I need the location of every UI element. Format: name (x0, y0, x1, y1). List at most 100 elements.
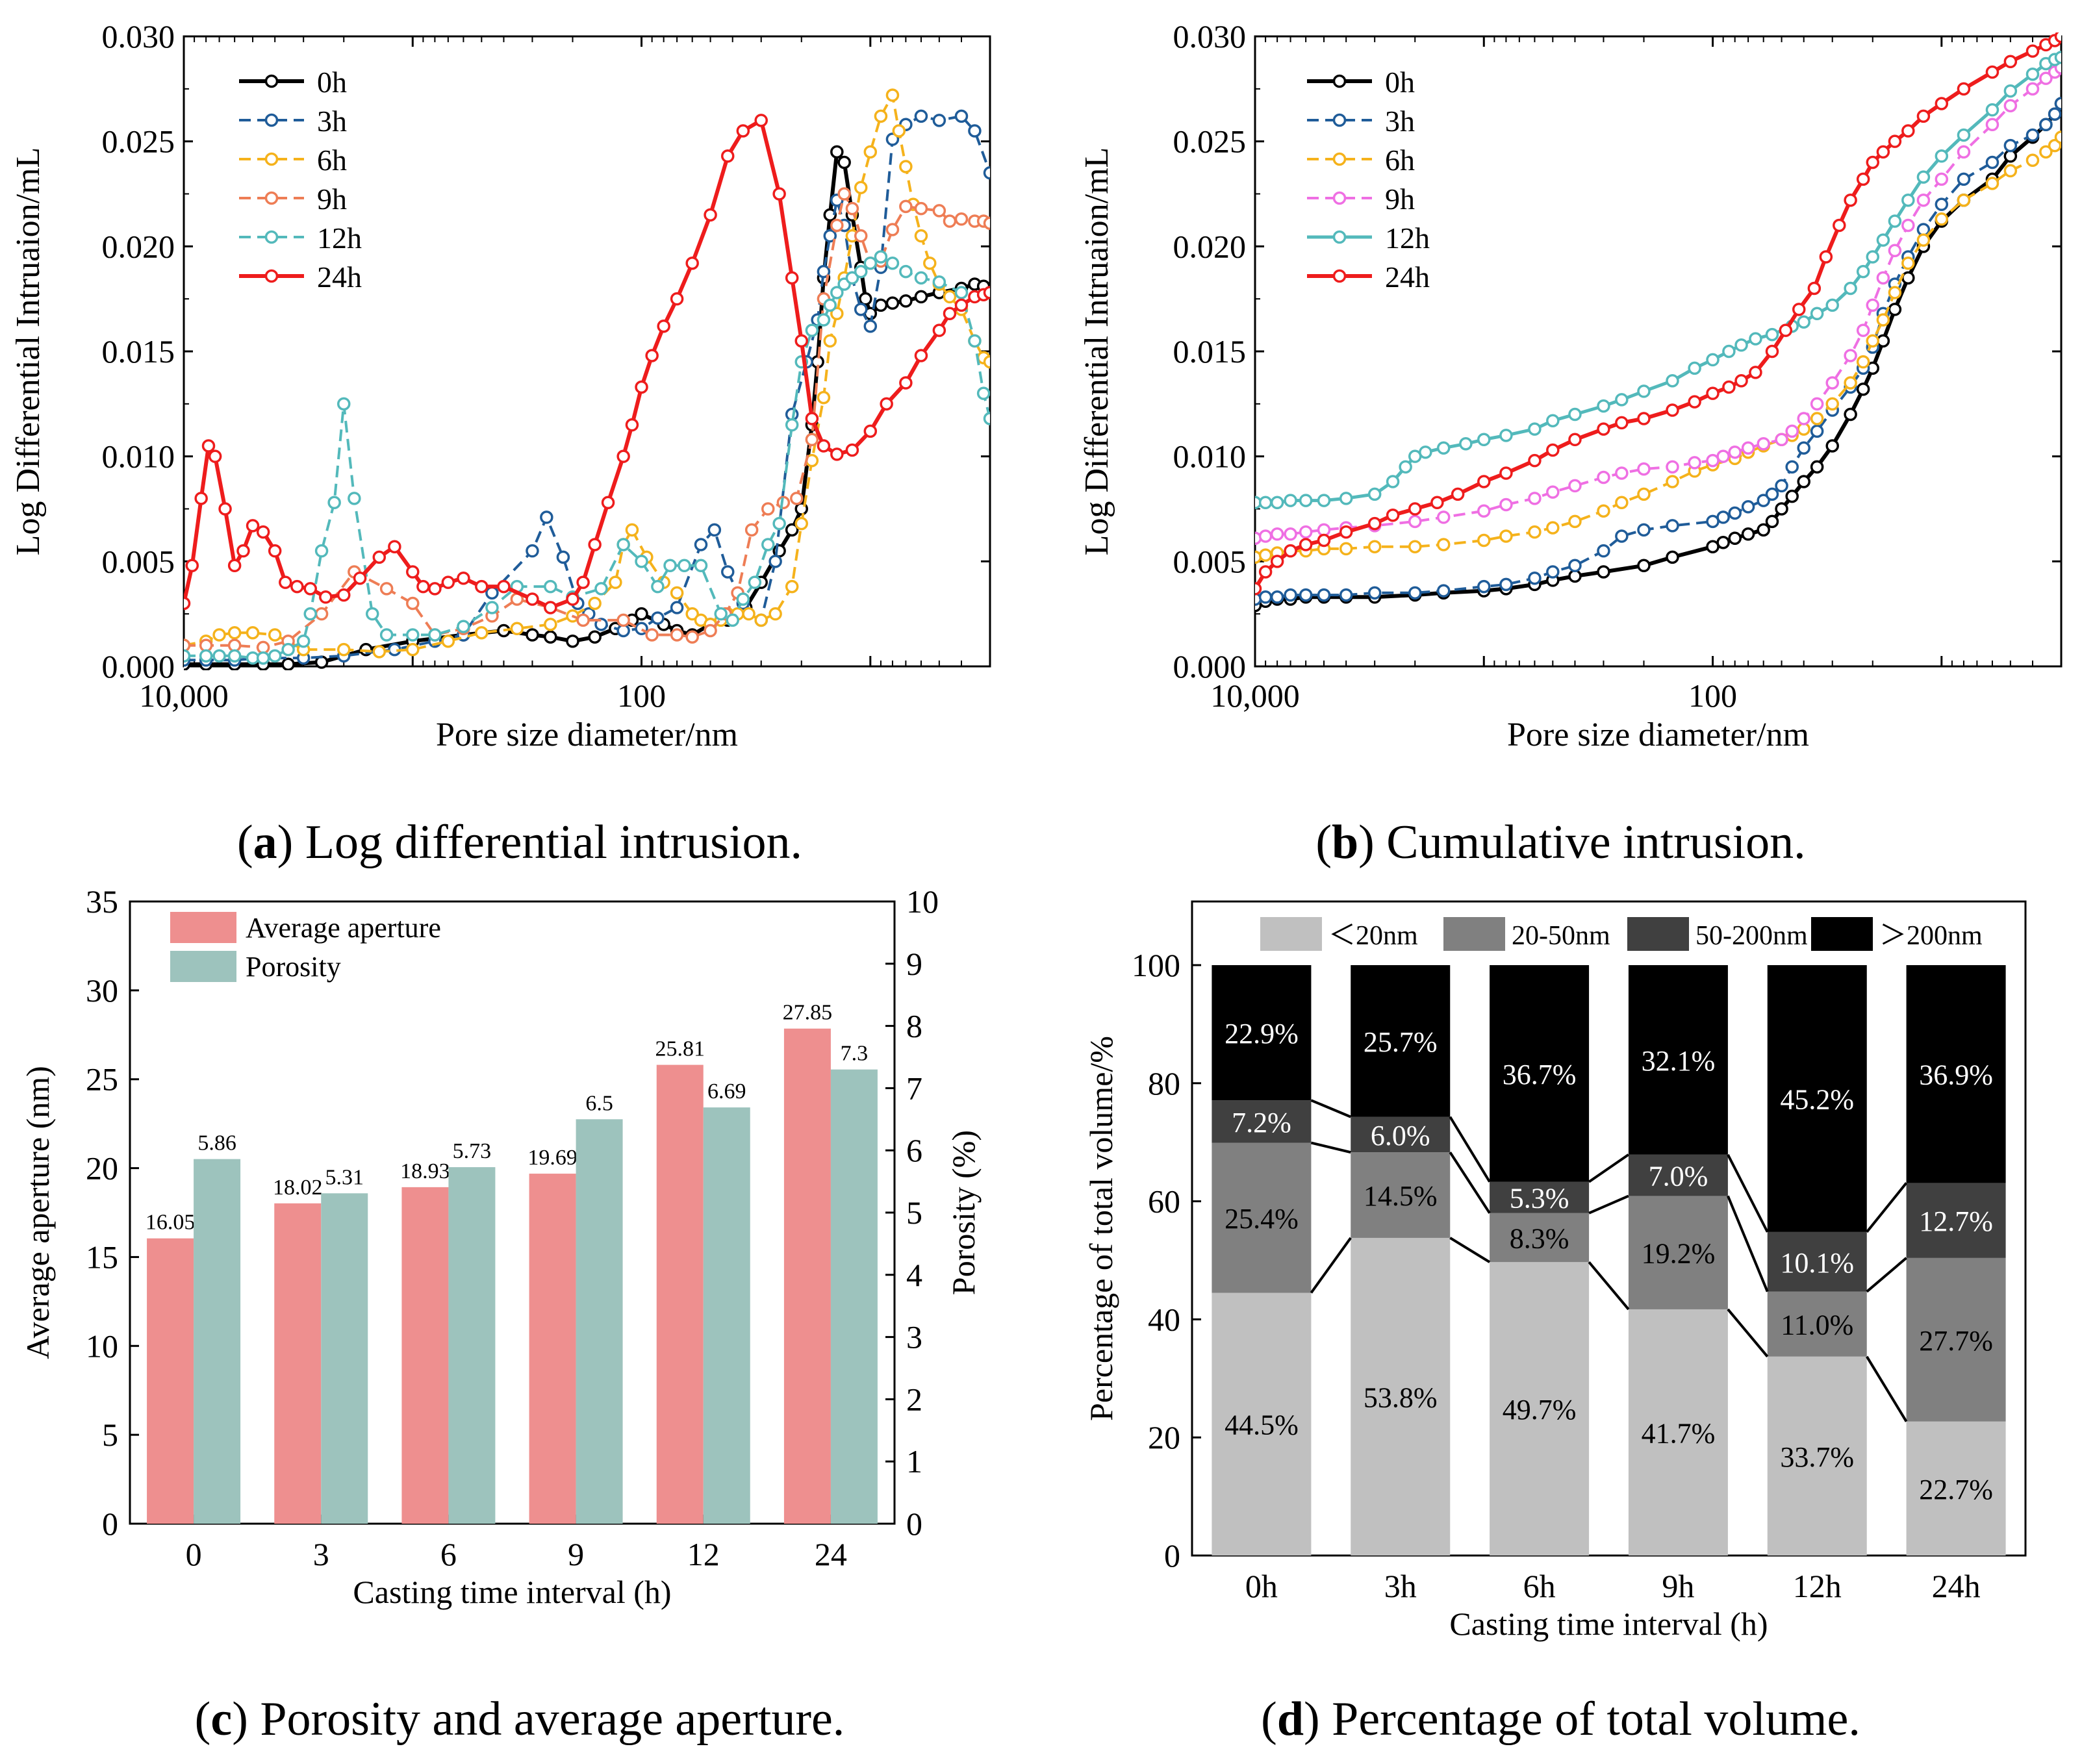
data-point-12h (544, 579, 557, 594)
data-point-0h (1716, 535, 1730, 549)
bar-Porosity (448, 1167, 496, 1524)
bar-Porosity (194, 1159, 241, 1524)
y-tick-label: 40 (1148, 1301, 1180, 1337)
data-point-0h (1844, 407, 1857, 422)
data-point-12h (303, 607, 317, 621)
data-point-24h (2054, 32, 2061, 44)
data-point-0h (1810, 460, 1824, 474)
y-tick-label-right: 5 (906, 1194, 922, 1231)
data-point-24h (1597, 422, 1610, 436)
data-point-24h (794, 334, 809, 348)
data-point-6h (1597, 504, 1610, 518)
data-point-24h (1792, 303, 1806, 316)
data-point-24h (863, 424, 878, 438)
data-point-12h (314, 544, 329, 558)
data-point-9h (1408, 514, 1422, 529)
data-point-6h (406, 642, 420, 657)
data-point-24h (290, 579, 304, 594)
data-point-6h (1339, 542, 1353, 556)
segment-label-20-50nm: 19.2% (1642, 1238, 1716, 1270)
chart-percentage-total-volume: 0 20 40 60 80 100 0h 44.5% 25.4% 7.2% 22.9% 3h 53.8%… (1083, 900, 2027, 1642)
x-tick-label: 10,000 (139, 677, 229, 714)
connector-line (1449, 1237, 1491, 1263)
legend-marker-9h (264, 191, 279, 205)
data-point-6h (268, 628, 282, 642)
data-point-12h (1339, 492, 1353, 505)
legend-marker-12h (1332, 230, 1347, 244)
data-point-3h (594, 618, 608, 631)
stacked-bar-20-50nm (1351, 1152, 1451, 1238)
data-point-9h (1284, 527, 1297, 541)
data-point-12h (256, 651, 270, 665)
data-point-12h (1706, 353, 1720, 367)
data-point-24h (1477, 475, 1491, 488)
data-point-24h (1270, 555, 1284, 568)
data-point-0h (1741, 527, 1755, 541)
data-point-24h (1844, 193, 1857, 207)
data-point-6h (246, 626, 260, 640)
data-point-3h (1568, 559, 1582, 573)
y-tick-label: 15 (86, 1239, 118, 1275)
chart-porosity-aperture: 05101520253035012345678910016.055.86318.… (19, 883, 982, 1610)
data-point-12h (1901, 193, 1915, 207)
stacked-bar-＞200nm (1212, 965, 1312, 1101)
data-point-24h (880, 397, 893, 411)
connector-line (1310, 1237, 1352, 1294)
data-label-Porosity: 7.3 (841, 1042, 869, 1066)
data-point-6h (510, 622, 524, 636)
caption-a-text: Log differential intrusion. (305, 816, 802, 869)
segment-label-20-50nm: 27.7% (1919, 1325, 1993, 1357)
data-point-12h (457, 620, 470, 633)
data-point-0h (1637, 559, 1651, 573)
data-point-24h (303, 582, 317, 596)
data-point-9h (854, 229, 868, 243)
stacked-bar-＞200nm (1906, 965, 2006, 1183)
data-point-12h (268, 649, 282, 663)
data-point-12h (184, 649, 191, 663)
data-point-24h (1299, 538, 1313, 551)
data-point-12h (1499, 429, 1513, 442)
caption-c-text: Porosity and average aperture. (260, 1693, 845, 1746)
series-line-9h (1255, 66, 2061, 540)
data-point-12h (772, 516, 786, 531)
data-point-24h (1856, 172, 1870, 186)
x-axis-label: Casting time interval (h) (353, 1574, 671, 1610)
data-point-12h (428, 628, 442, 642)
panel-c: 0 5 10 15 20 25 30 35 0 1 2 3 4 5 6 7 8 9 10 0 16.05 5.86 3 18.… (0, 883, 1039, 1689)
data-point-9h (1741, 441, 1755, 455)
data-point-12h (1615, 393, 1629, 407)
data-point-6h (441, 634, 455, 648)
data-point-6h (544, 618, 557, 631)
stacked-bar-＞200nm (1490, 965, 1590, 1182)
x-axis-label: Pore size diameter/nm (436, 716, 738, 753)
data-point-24h (1546, 443, 1560, 457)
stacked-bar-50-200nm (1767, 1231, 1867, 1292)
data-point-24h (736, 124, 750, 138)
y-tick-label: 0.020 (102, 228, 175, 264)
data-point-24h (1637, 412, 1651, 425)
data-point-3h (914, 109, 928, 123)
data-point-12h (1597, 399, 1610, 413)
data-point-9h (1546, 485, 1560, 499)
stacked-bar-＜20nm (1906, 1421, 2006, 1556)
segment-label-＞200nm: 25.7% (1364, 1026, 1438, 1058)
legend-label-6h: 6h (317, 144, 347, 177)
data-point-9h (184, 638, 191, 652)
data-point-3h (823, 229, 837, 243)
data-point-6h (227, 626, 242, 640)
y-tick-label: 0.020 (1173, 228, 1247, 264)
data-point-9h (314, 607, 329, 621)
data-point-6h (475, 626, 489, 640)
data-point-9h (645, 628, 659, 642)
data-point-0h (899, 294, 913, 308)
data-point-3h (1258, 590, 1273, 604)
data-point-12h (1734, 338, 1748, 352)
data-point-3h (1284, 588, 1297, 602)
data-point-24h (1317, 533, 1331, 548)
data-point-12h (1957, 128, 1971, 142)
data-point-24h (1876, 145, 1890, 159)
data-point-24h (246, 519, 260, 533)
data-point-6h (2048, 138, 2061, 153)
data-point-24h (184, 596, 191, 611)
segment-label-＞200nm: 36.7% (1503, 1059, 1577, 1090)
